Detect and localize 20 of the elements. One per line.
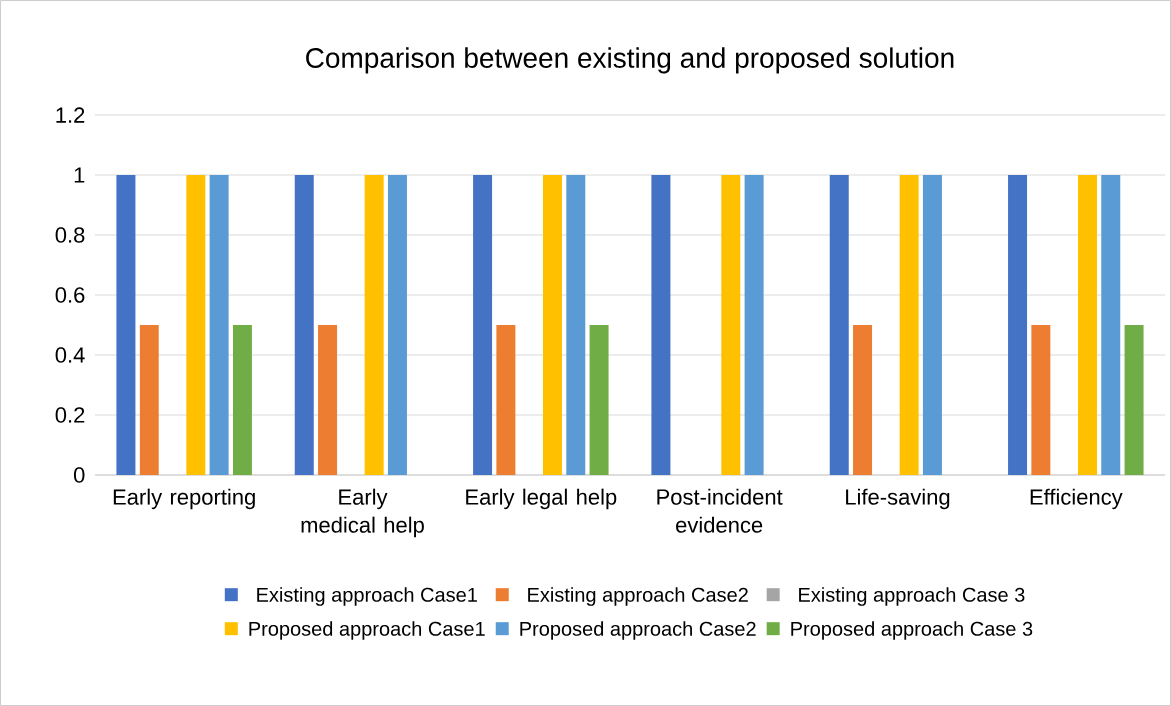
legend-label: Proposed approach Case2: [520, 621, 756, 640]
legend-label: Existing approach Case2: [528, 587, 748, 606]
y-tick-label: 1: [74, 167, 85, 183]
y-tick-label: 0.4: [55, 347, 85, 363]
x-tick-label: Early legal help: [466, 488, 617, 510]
x-tick-label: Early medical help: [301, 488, 424, 538]
legend-label: Existing approach Case1: [257, 587, 477, 606]
x-tick-label: Early reporting: [113, 488, 255, 510]
legend-label: Proposed approach Case 3: [791, 621, 1033, 640]
x-tick-label: Post-incident evidence: [657, 488, 783, 533]
y-tick-label: 0.8: [55, 227, 85, 243]
legend-label: Existing approach Case 3: [799, 587, 1025, 606]
chart-title: Comparison between existing and proposed solution: [306, 47, 954, 74]
y-tick-label: 1.2: [56, 107, 85, 123]
y-tick-label: 0.2: [55, 407, 85, 423]
y-tick-label: 0.6: [55, 287, 85, 303]
x-tick-label: Life-saving: [846, 488, 950, 510]
y-tick-label: 0: [73, 467, 85, 483]
legend-label: Proposed approach Case1: [249, 621, 485, 640]
x-tick-label: Efficiency: [1030, 488, 1123, 510]
